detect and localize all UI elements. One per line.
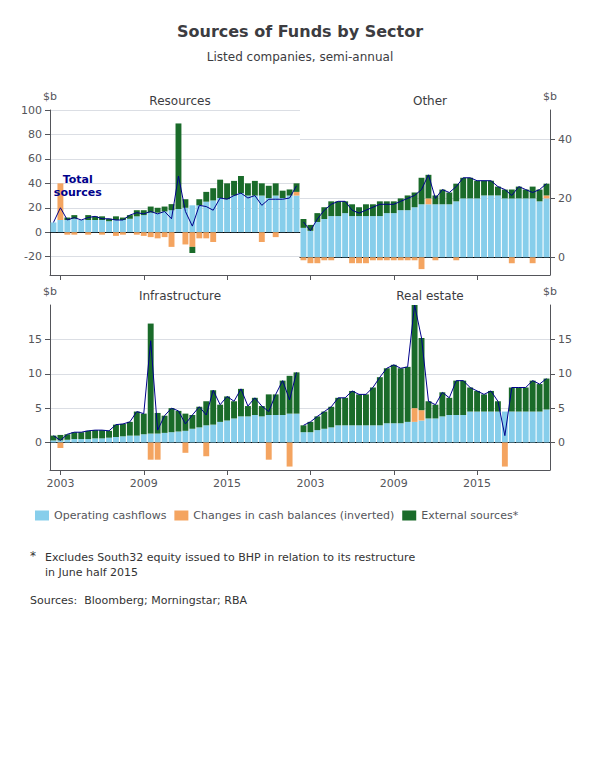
svg-text:-20: -20 — [24, 250, 42, 263]
svg-text:$b: $b — [543, 285, 557, 298]
svg-text:sources: sources — [54, 186, 102, 199]
svg-text:Changes in cash balances (inve: Changes in cash balances (inverted) — [193, 509, 394, 522]
svg-text:$b: $b — [43, 90, 57, 103]
svg-text:Real estate: Real estate — [396, 289, 463, 303]
svg-text:80: 80 — [28, 128, 42, 141]
svg-text:2015: 2015 — [463, 477, 491, 490]
svg-text:Infrastructure: Infrastructure — [139, 289, 221, 303]
svg-text:2015: 2015 — [213, 477, 241, 490]
svg-text:10: 10 — [558, 367, 572, 380]
svg-text:60: 60 — [28, 152, 42, 165]
svg-text:2003: 2003 — [46, 477, 74, 490]
svg-text:20: 20 — [558, 192, 572, 205]
svg-text:0: 0 — [35, 436, 42, 449]
svg-text:in June half 2015: in June half 2015 — [45, 566, 138, 579]
svg-text:0: 0 — [35, 226, 42, 239]
svg-text:2003: 2003 — [296, 477, 324, 490]
svg-text:Listed companies, semi-annual: Listed companies, semi-annual — [207, 50, 393, 64]
svg-text:Total: Total — [63, 173, 93, 186]
svg-text:Excludes South32 equity issued: Excludes South32 equity issued to BHP in… — [45, 551, 415, 564]
svg-text:40: 40 — [558, 133, 572, 146]
svg-text:15: 15 — [558, 333, 572, 346]
svg-text:Sources of Funds by Sector: Sources of Funds by Sector — [177, 22, 423, 41]
svg-text:External sources*: External sources* — [421, 509, 518, 522]
svg-text:5: 5 — [35, 402, 42, 415]
svg-text:20: 20 — [28, 201, 42, 214]
svg-text:Resources: Resources — [149, 94, 210, 108]
svg-text:10: 10 — [28, 367, 42, 380]
svg-text:2009: 2009 — [130, 477, 158, 490]
svg-text:Sources: Bloomberg; Morningst: Sources: Bloomberg; Morningstar; RBA — [30, 594, 247, 607]
svg-text:15: 15 — [28, 333, 42, 346]
svg-text:$b: $b — [543, 90, 557, 103]
svg-text:2009: 2009 — [380, 477, 408, 490]
svg-text:Other: Other — [413, 94, 447, 108]
svg-text:0: 0 — [558, 436, 565, 449]
svg-text:*: * — [30, 549, 36, 563]
svg-text:5: 5 — [558, 402, 565, 415]
svg-text:Operating cashflows: Operating cashflows — [54, 509, 167, 522]
svg-text:0: 0 — [558, 251, 565, 264]
svg-text:40: 40 — [28, 177, 42, 190]
svg-text:$b: $b — [43, 285, 57, 298]
svg-text:100: 100 — [21, 104, 42, 117]
